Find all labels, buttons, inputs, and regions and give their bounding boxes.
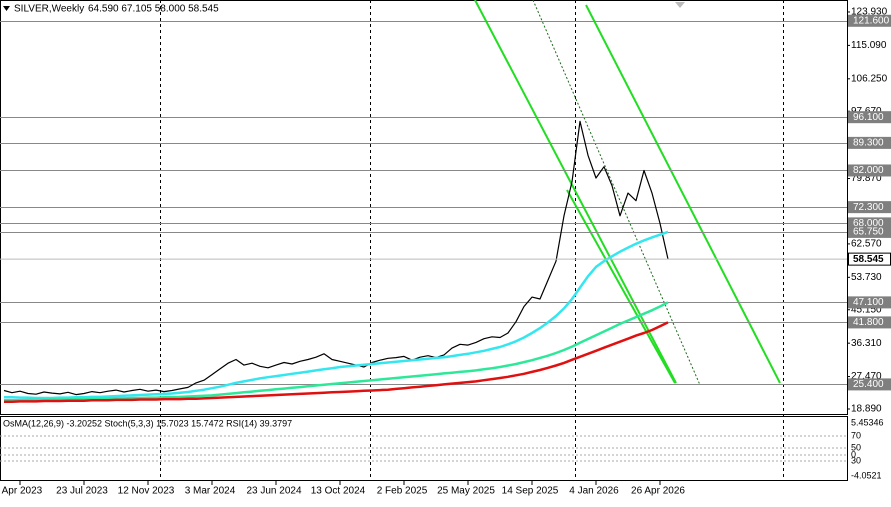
y-tick-label: 36.310 <box>851 338 882 349</box>
y-tick-label: 45.150 <box>851 304 882 315</box>
level-label-box <box>848 164 891 177</box>
x-tick-label: 23 Jun 2024 <box>246 486 301 497</box>
menu-triangle <box>3 6 10 11</box>
level-label: 25.400 <box>853 379 884 390</box>
indicator-title: OsMA(12,26,9) -3.20252 Stoch(5,3,3) 15.7… <box>3 418 292 428</box>
level-label-box <box>848 14 891 27</box>
level-label: 65.750 <box>853 227 884 238</box>
moving-average <box>4 301 669 402</box>
last-price-label: 58.545 <box>853 254 884 265</box>
channel-line <box>566 189 676 384</box>
y-tick-label: 115.090 <box>851 40 887 51</box>
price-line <box>3 120 669 396</box>
x-tick-label: 26 Apr 2026 <box>631 486 685 497</box>
level-label-box <box>848 378 891 391</box>
y-tick-label: 106.250 <box>851 73 888 84</box>
x-tick-label: 23 Jul 2023 <box>56 486 108 497</box>
level-label-box <box>848 136 891 149</box>
y-tick-label: 79.870 <box>851 173 882 184</box>
level-label: 121.600 <box>853 15 890 26</box>
indicator-axis-label: -4.0521 <box>851 470 882 480</box>
moving-average <box>4 230 669 400</box>
quote: 64.590 67.105 58.000 58.545 <box>88 4 219 15</box>
level-label-box <box>848 296 891 309</box>
y-tick-label: 27.470 <box>851 371 882 382</box>
indicator-axis-label: 0 <box>851 449 856 459</box>
indicator-axis-label: 50 <box>851 442 861 452</box>
level-label-box <box>848 111 891 124</box>
x-tick-label: 2 Apr 2023 <box>0 486 43 497</box>
x-tick-label: 3 Mar 2024 <box>185 486 236 497</box>
trend-line <box>532 0 701 386</box>
x-tick-label: 12 Nov 2023 <box>118 486 175 497</box>
level-label-box <box>848 225 891 238</box>
level-label: 82.000 <box>853 165 884 176</box>
level-label: 47.100 <box>853 297 884 308</box>
symbol-title: SILVER,Weekly <box>14 4 84 15</box>
x-tick-label: 14 Sep 2025 <box>502 486 559 497</box>
indicator-axis-label: 5.45346 <box>851 417 884 427</box>
period-separators <box>160 0 784 481</box>
x-tick-label: 13 Oct 2024 <box>311 486 366 497</box>
level-label: 68.000 <box>853 218 884 229</box>
y-tick-label: 62.570 <box>851 239 882 250</box>
trend-channels <box>474 0 781 384</box>
channel-line <box>585 4 781 384</box>
level-label: 72.300 <box>853 202 884 213</box>
moving-average <box>4 321 669 404</box>
x-tick-label: 2 Feb 2025 <box>377 486 428 497</box>
y-tick-label: 18.890 <box>851 404 882 415</box>
indicator-axis-label: 30 <box>851 455 861 465</box>
x-tick-label: 4 Jan 2026 <box>569 486 619 497</box>
indicator-axis-label: 70 <box>851 430 861 440</box>
shift-marker <box>675 2 685 8</box>
level-label: 89.300 <box>853 138 884 149</box>
level-label-box <box>848 201 891 214</box>
level-label: 41.800 <box>853 317 884 328</box>
level-label: 96.100 <box>853 112 884 123</box>
channel-line <box>474 0 677 384</box>
y-tick-label: 53.730 <box>851 272 882 283</box>
x-tick-label: 25 May 2025 <box>437 486 495 497</box>
y-tick-label: 123.930 <box>851 7 888 18</box>
level-label-box <box>848 316 891 329</box>
